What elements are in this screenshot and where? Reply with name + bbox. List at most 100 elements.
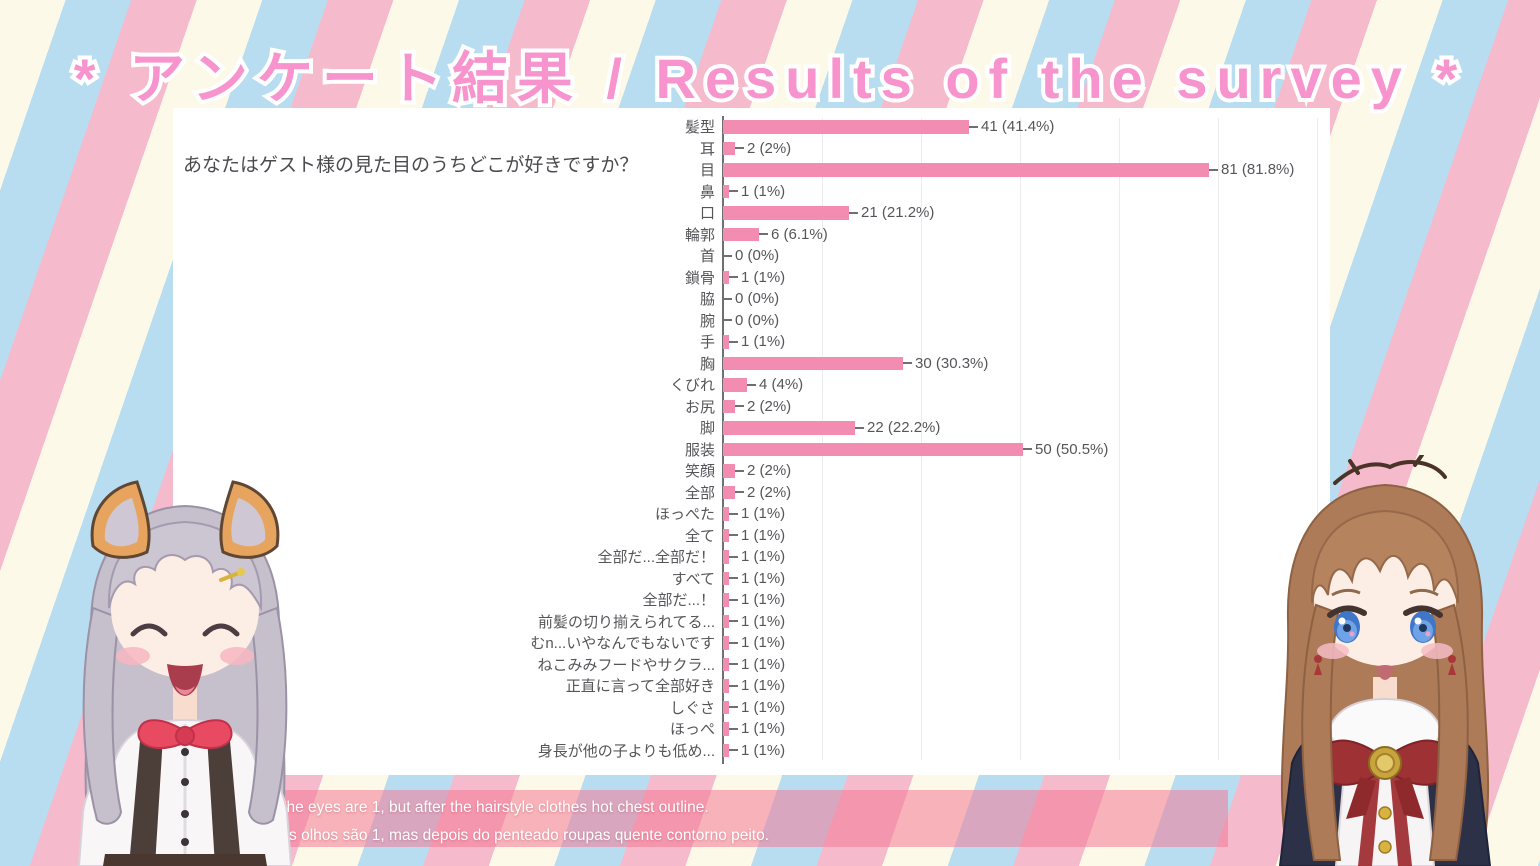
chart-row: 身長が他の子よりも低め... 1 (1%) (173, 740, 1330, 762)
value-label: 6 (6.1%) (771, 225, 828, 243)
bar (723, 163, 1209, 177)
value-tick (1023, 448, 1032, 451)
bar (723, 743, 729, 757)
value-label: 2 (2%) (747, 483, 792, 501)
value-label: 2 (2%) (747, 397, 792, 415)
chart-row: 脚 22 (22.2%) (173, 417, 1330, 439)
value-label: 0 (0%) (735, 290, 780, 308)
chart-row: 全て 1 (1%) (173, 525, 1330, 547)
waistband (103, 854, 267, 866)
gridline (921, 118, 922, 760)
bar (723, 507, 729, 521)
bar (723, 184, 729, 198)
value-tick (735, 469, 744, 472)
chart-row: お尻 2 (2%) (173, 396, 1330, 418)
category-label: くびれ (669, 377, 715, 395)
bar (723, 593, 729, 607)
left-character-closed-eyes (130, 623, 240, 637)
category-label: 服装 (684, 441, 715, 459)
value-label: 30 (30.3%) (915, 354, 989, 372)
category-label: 脚 (699, 420, 715, 438)
bar (723, 206, 849, 220)
value-tick (849, 211, 858, 214)
value-label: 1 (1%) (741, 677, 786, 695)
chart-row: 脇 0 (0%) (173, 288, 1330, 310)
chart-row: 輪郭 6 (6.1%) (173, 224, 1330, 246)
category-label: 目 (699, 162, 715, 180)
value-tick (735, 405, 744, 408)
bar (723, 120, 969, 134)
left-character-body (77, 718, 293, 866)
value-tick (903, 362, 912, 365)
chart-row: くびれ 4 (4%) (173, 374, 1330, 396)
value-tick (729, 620, 738, 623)
chart-row: 正直に言って全部好き 1 (1%) (173, 675, 1330, 697)
category-label: ほっぺ (669, 721, 715, 739)
value-label: 1 (1%) (741, 698, 786, 716)
chart-row: 服装 50 (50.5%) (173, 439, 1330, 461)
left-character-hairpin (219, 568, 245, 582)
value-label: 4 (4%) (759, 376, 804, 394)
value-tick (729, 663, 738, 666)
chart-row: すべて 1 (1%) (173, 568, 1330, 590)
value-label: 1 (1%) (741, 612, 786, 630)
category-label: 前髪の切り揃えられてる... (537, 613, 715, 631)
category-label: 身長が他の子よりも低め... (537, 742, 715, 760)
value-label: 1 (1%) (741, 720, 786, 738)
category-label: 脇 (699, 291, 715, 309)
chart-row: 鼻 1 (1%) (173, 181, 1330, 203)
category-label: 胸 (699, 355, 715, 373)
y-axis-line (722, 116, 724, 764)
blush (116, 647, 150, 665)
category-label: むn...いやなんでもないです (530, 635, 715, 653)
gridline (822, 118, 823, 760)
chart-row: しぐさ 1 (1%) (173, 697, 1330, 719)
category-label: 輪郭 (684, 226, 715, 244)
value-tick (729, 276, 738, 279)
right-character-avatar (1278, 455, 1492, 866)
category-label: ねこみみフードやサクラ... (537, 656, 715, 674)
value-label: 21 (21.2%) (861, 204, 935, 222)
value-tick (729, 512, 738, 515)
chart-row: 胸 30 (30.3%) (173, 353, 1330, 375)
chart-row: 前髪の切り揃えられてる... 1 (1%) (173, 611, 1330, 633)
right-character-mouth (1376, 665, 1394, 680)
bar (723, 378, 747, 392)
survey-question: あなたはゲスト様の見た目のうちどこが好きですか？ (183, 155, 639, 176)
category-label: 腕 (699, 312, 715, 330)
gridline (1218, 118, 1219, 760)
category-label: 笑顔 (684, 463, 715, 481)
chart-row: ほっぺた 1 (1%) (173, 503, 1330, 525)
right-character-earrings (1314, 655, 1456, 675)
right-character-head-accessory (1333, 455, 1447, 485)
bar (723, 679, 729, 693)
left-character-avatar (77, 480, 293, 866)
bar (723, 227, 759, 241)
value-tick (729, 641, 738, 644)
gold-button (1378, 840, 1392, 854)
chart-row: 首 0 (0%) (173, 245, 1330, 267)
page-title: * アンケート結果 / Results of the survey * (70, 43, 1467, 114)
subtitle-line-english: The eyes are 1, but after the hairstyle … (277, 799, 709, 816)
chart-row: むn...いやなんでもないです 1 (1%) (173, 632, 1330, 654)
left-character-side-locks (82, 606, 288, 825)
value-label: 1 (1%) (741, 268, 786, 286)
value-tick (723, 319, 732, 322)
value-label: 1 (1%) (741, 655, 786, 673)
value-label: 1 (1%) (741, 591, 786, 609)
value-tick (855, 426, 864, 429)
value-label: 1 (1%) (741, 182, 786, 200)
right-character-side-locks (1301, 603, 1469, 861)
chart-row: ねこみみフードやサクラ... 1 (1%) (173, 654, 1330, 676)
value-tick (729, 727, 738, 730)
category-label: しぐさ (669, 699, 715, 717)
blush (1421, 643, 1453, 659)
bar (723, 700, 729, 714)
value-tick (969, 125, 978, 128)
gridline (1119, 118, 1120, 760)
value-label: 81 (81.8%) (1221, 161, 1295, 179)
survey-results-panel: あなたはゲスト様の見た目のうちどこが好きですか？ 髪型 41 (41.4%) 耳 2 … (173, 108, 1330, 775)
chart-row: 口 21 (21.2%) (173, 202, 1330, 224)
bar (723, 485, 735, 499)
bar (723, 421, 855, 435)
